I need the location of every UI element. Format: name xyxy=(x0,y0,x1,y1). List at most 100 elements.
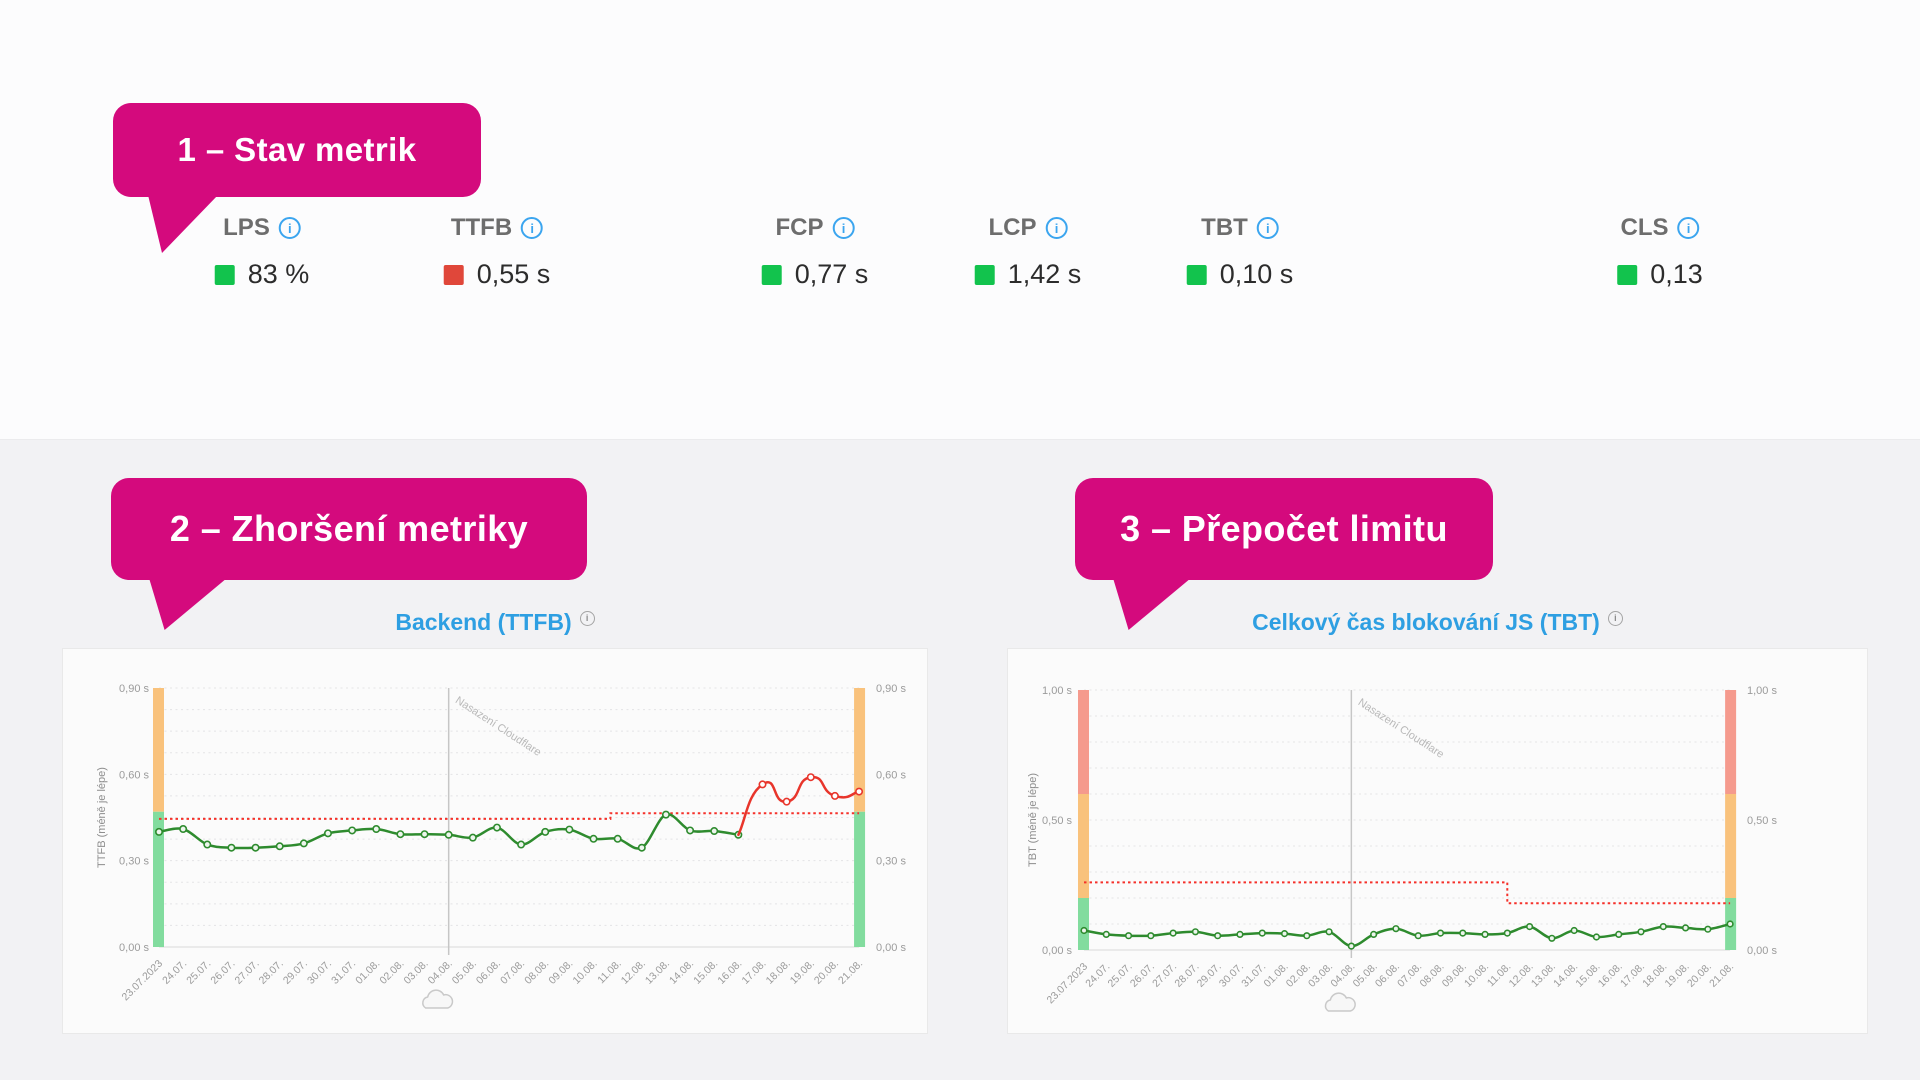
svg-text:23.07.2023: 23.07.2023 xyxy=(119,958,165,1004)
svg-text:25.07.: 25.07. xyxy=(1106,961,1135,990)
svg-text:17.08.: 17.08. xyxy=(1618,961,1647,990)
svg-text:27.07.: 27.07. xyxy=(1150,961,1179,990)
svg-text:31.07.: 31.07. xyxy=(329,958,358,987)
info-icon[interactable]: i xyxy=(579,610,595,626)
svg-text:14.08.: 14.08. xyxy=(1551,961,1580,990)
info-icon[interactable]: i xyxy=(521,217,544,239)
svg-text:03.08.: 03.08. xyxy=(402,958,431,987)
svg-text:1,00 s: 1,00 s xyxy=(1747,685,1777,697)
svg-text:TTFB (méně je lépe): TTFB (méně je lépe) xyxy=(96,767,108,868)
svg-text:0,60 s: 0,60 s xyxy=(876,769,906,781)
svg-text:0,00 s: 0,00 s xyxy=(1042,945,1072,957)
svg-text:24.07.: 24.07. xyxy=(160,958,189,987)
svg-text:0,00 s: 0,00 s xyxy=(119,942,149,954)
svg-text:01.08.: 01.08. xyxy=(1262,961,1291,990)
svg-text:0,00 s: 0,00 s xyxy=(876,942,906,954)
callout-1-label: 1 – Stav metrik xyxy=(177,131,417,168)
info-icon[interactable]: i xyxy=(1607,610,1623,626)
svg-text:05.08.: 05.08. xyxy=(1351,961,1380,990)
svg-text:28.07.: 28.07. xyxy=(1172,961,1201,990)
svg-text:26.07.: 26.07. xyxy=(208,958,237,987)
svg-text:0,60 s: 0,60 s xyxy=(119,769,149,781)
svg-text:12.08.: 12.08. xyxy=(619,958,648,987)
svg-text:06.08.: 06.08. xyxy=(1373,961,1402,990)
metric-ttfb: TTFB i 0,55 s xyxy=(443,214,551,290)
info-icon[interactable]: i xyxy=(1256,217,1279,239)
svg-text:10.08.: 10.08. xyxy=(571,958,600,987)
callout-2-label: 2 – Zhoršení metriky xyxy=(169,508,529,549)
status-square xyxy=(1617,264,1638,285)
svg-text:18.08.: 18.08. xyxy=(1640,961,1669,990)
svg-text:23.07.2023: 23.07.2023 xyxy=(1044,961,1090,1007)
tbt-line-chart[interactable]: Nasazení Cloudflare 0,00 s 0,00 s 0,50 s 0,5… xyxy=(1008,649,1869,1035)
svg-text:15.08.: 15.08. xyxy=(1573,961,1602,990)
svg-text:05.08.: 05.08. xyxy=(450,958,479,987)
metric-lps-value: 83 % xyxy=(247,259,310,289)
svg-text:17.08.: 17.08. xyxy=(739,958,768,987)
svg-text:07.08.: 07.08. xyxy=(498,958,527,987)
tbt-chart-title-text: Celkový čas blokování JS (TBT) xyxy=(1252,608,1600,635)
tbt-chart-panel: Nasazení Cloudflare 0,00 s 0,00 s 0,50 s 0,5… xyxy=(1007,648,1868,1034)
cloud-icon xyxy=(1324,992,1356,1012)
svg-text:26.07.: 26.07. xyxy=(1128,961,1157,990)
svg-text:30.07.: 30.07. xyxy=(1217,961,1246,990)
svg-text:20.08.: 20.08. xyxy=(1685,961,1714,990)
svg-text:01.08.: 01.08. xyxy=(353,958,382,987)
svg-text:12.08.: 12.08. xyxy=(1507,961,1536,990)
metric-cls: CLS i 0,13 xyxy=(1617,214,1703,290)
metric-tbt: TBT i 0,10 s xyxy=(1186,214,1294,290)
svg-text:13.08.: 13.08. xyxy=(1529,961,1558,990)
metric-ttfb-value: 0,55 s xyxy=(476,259,551,289)
metric-fcp: FCP i 0,77 s xyxy=(761,214,869,290)
metric-fcp-label: FCP xyxy=(775,214,824,241)
cloud-icon xyxy=(422,989,454,1009)
svg-text:06.08.: 06.08. xyxy=(474,958,503,987)
info-icon[interactable]: i xyxy=(832,217,855,239)
svg-text:20.08.: 20.08. xyxy=(812,958,841,987)
tbt-chart-title: Celkový čas blokování JS (TBT) i xyxy=(1007,606,1868,638)
metric-cls-value: 0,13 xyxy=(1650,259,1703,289)
metrics-section: 1 – Stav metrik LPS i 83 % TTFB i 0,55 s xyxy=(0,0,1920,440)
svg-text:04.08.: 04.08. xyxy=(1328,961,1357,990)
svg-text:02.08.: 02.08. xyxy=(377,958,406,987)
ttfb-chart-title: Backend (TTFB) i xyxy=(62,606,928,638)
svg-text:31.07.: 31.07. xyxy=(1239,961,1268,990)
svg-text:08.08.: 08.08. xyxy=(1417,961,1446,990)
metric-fcp-value: 0,77 s xyxy=(794,259,869,289)
ttfb-chart-panel: Nasazení Cloudflare 0,00 s 0,00 s 0,30 s 0,3… xyxy=(62,648,928,1034)
svg-text:Nasazení Cloudflare: Nasazení Cloudflare xyxy=(453,694,543,758)
callout-1-stav-metrik: 1 – Stav metrik xyxy=(113,103,481,253)
svg-text:TBT (méně je lépe): TBT (méně je lépe) xyxy=(1027,773,1039,867)
svg-text:21.08.: 21.08. xyxy=(836,958,865,987)
svg-text:19.08.: 19.08. xyxy=(1663,961,1692,990)
svg-text:27.07.: 27.07. xyxy=(233,958,262,987)
callout-3-prepocet-limitu: 3 – Přepočet limitu xyxy=(1075,478,1493,630)
svg-text:09.08.: 09.08. xyxy=(546,958,575,987)
status-square xyxy=(443,264,464,285)
svg-text:04.08.: 04.08. xyxy=(426,958,455,987)
metric-tbt-value: 0,10 s xyxy=(1219,259,1294,289)
svg-text:09.08.: 09.08. xyxy=(1440,961,1469,990)
svg-text:13.08.: 13.08. xyxy=(643,958,672,987)
svg-text:0,30 s: 0,30 s xyxy=(876,856,906,868)
svg-text:15.08.: 15.08. xyxy=(691,958,720,987)
svg-text:0,90 s: 0,90 s xyxy=(119,683,149,695)
svg-text:07.08.: 07.08. xyxy=(1395,961,1424,990)
info-icon[interactable]: i xyxy=(1045,217,1068,239)
svg-text:24.07.: 24.07. xyxy=(1083,961,1112,990)
svg-text:14.08.: 14.08. xyxy=(667,958,696,987)
metric-lcp: LCP i 1,42 s xyxy=(974,214,1081,290)
svg-text:28.07.: 28.07. xyxy=(257,958,286,987)
metric-tbt-label: TBT xyxy=(1201,214,1248,241)
svg-text:Nasazení Cloudflare: Nasazení Cloudflare xyxy=(1356,696,1446,760)
svg-text:1,00 s: 1,00 s xyxy=(1042,685,1072,697)
svg-text:02.08.: 02.08. xyxy=(1284,961,1313,990)
ttfb-line-chart[interactable]: Nasazení Cloudflare 0,00 s 0,00 s 0,30 s 0,3… xyxy=(63,649,929,1035)
status-square xyxy=(761,264,782,285)
svg-text:19.08.: 19.08. xyxy=(788,958,817,987)
svg-text:0,50 s: 0,50 s xyxy=(1747,815,1777,827)
info-icon[interactable]: i xyxy=(278,217,301,239)
svg-text:08.08.: 08.08. xyxy=(522,958,551,987)
info-icon[interactable]: i xyxy=(1677,217,1700,239)
svg-text:29.07.: 29.07. xyxy=(1195,961,1224,990)
